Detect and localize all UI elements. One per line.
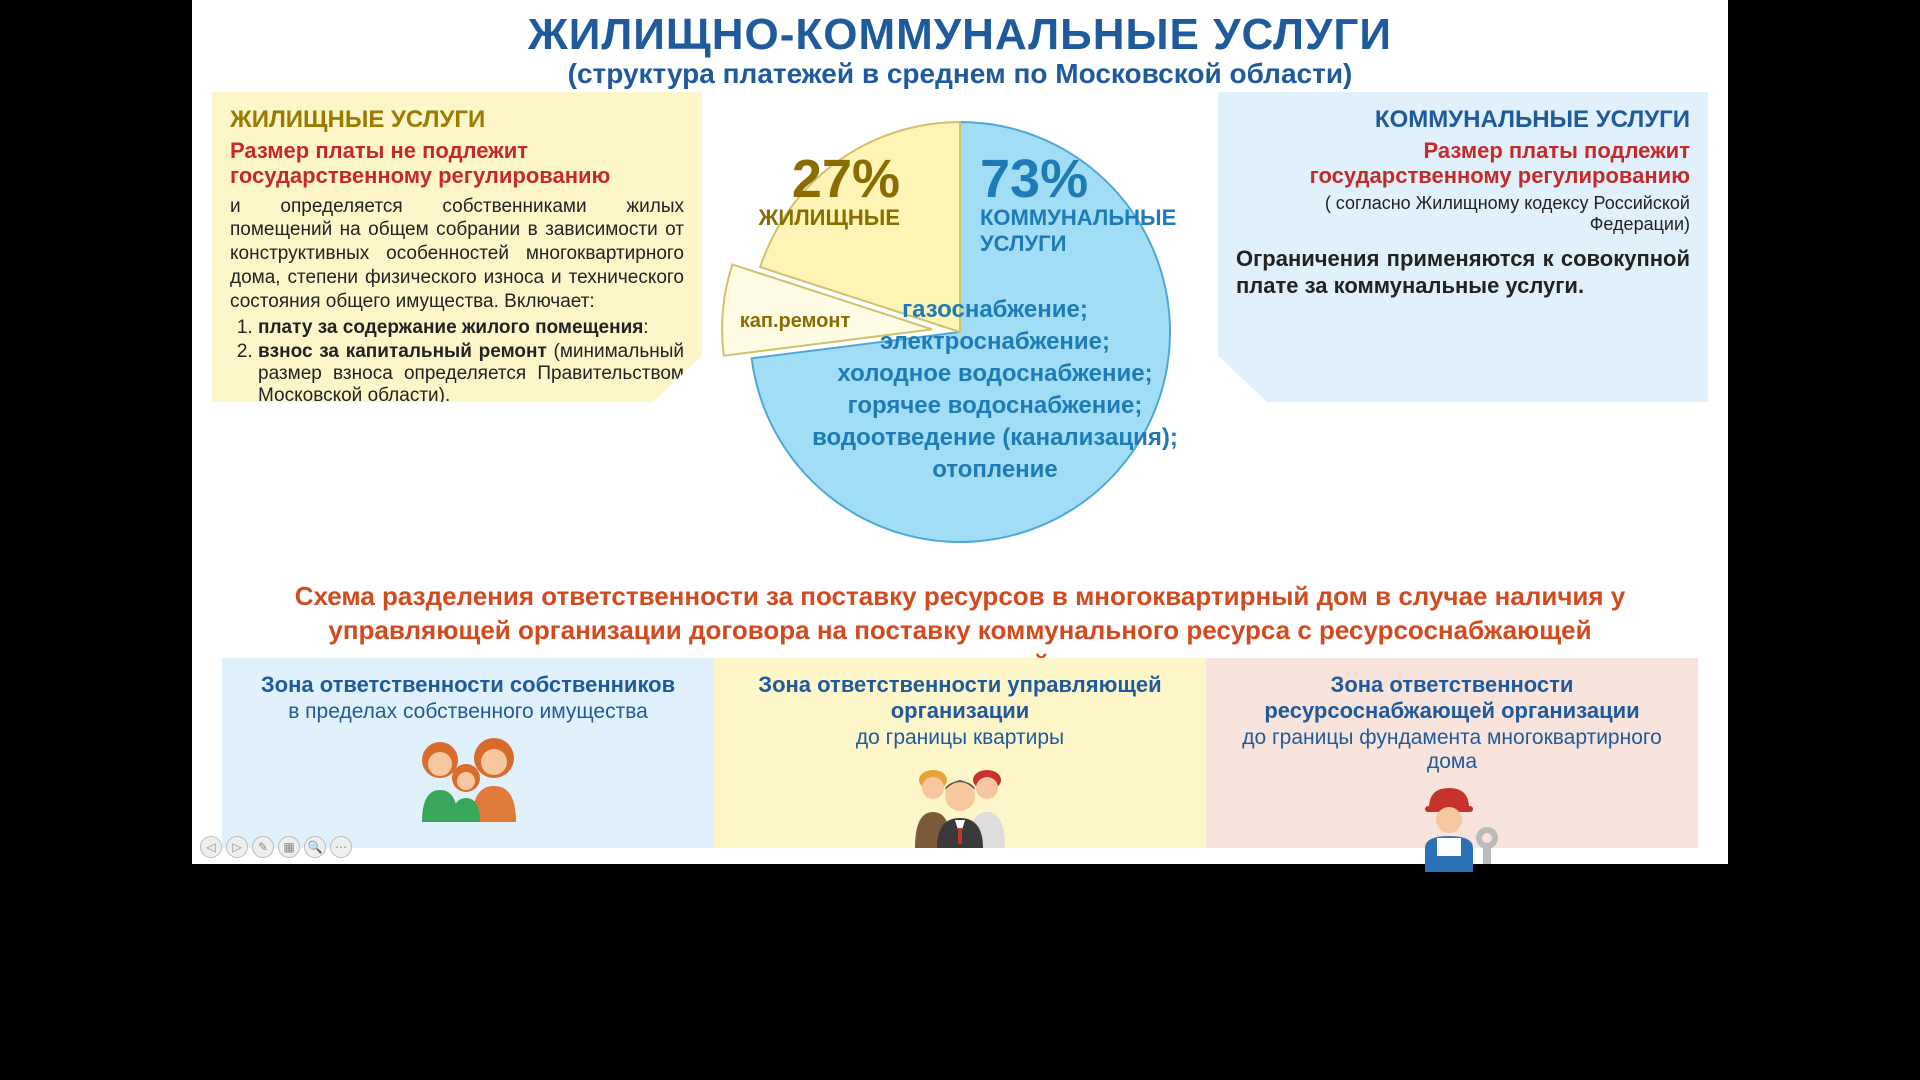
right-body: Ограничения применяются к совокупной пла…: [1236, 245, 1690, 300]
nav-prev-icon[interactable]: ◁: [200, 836, 222, 858]
left-panel: ЖИЛИЩНЫЕ УСЛУГИ Размер платы не подлежит…: [212, 92, 702, 402]
service-item: отопление: [932, 456, 1058, 483]
left-heading: ЖИЛИЩНЫЕ УСЛУГИ: [230, 106, 684, 134]
left-label: ЖИЛИЩНЫЕ: [758, 205, 900, 230]
service-item: электроснабжение;: [880, 328, 1110, 355]
slide: ЖИЛИЩНО-КОММУНАЛЬНЫЕ УСЛУГИ (структура п…: [192, 0, 1728, 864]
kap-label: кап.ремонт: [740, 310, 851, 332]
zone-supplier: Зона ответственности ресурсоснабжающей о…: [1206, 658, 1698, 848]
worker-icon: [1216, 780, 1688, 872]
service-item: холодное водоснабжение;: [837, 360, 1152, 387]
zone-sub: до границы квартиры: [724, 726, 1196, 750]
right-label-1: КОММУНАЛЬНЫЕ: [980, 205, 1176, 230]
left-list: плату за содержание жилого помещения: вз…: [230, 317, 684, 407]
pie-chart: 27% ЖИЛИЩНЫЕ 73% КОММУНАЛЬНЫЕ УСЛУГИ кап…: [735, 107, 1185, 557]
zone-sub: в пределах собственного имущества: [232, 700, 704, 724]
zone-management: Зона ответственности управляющей организ…: [714, 658, 1206, 848]
list-item: плату за содержание жилого помещения:: [258, 317, 684, 339]
item-bold: плату за содержание жилого помещения: [258, 317, 643, 338]
nav-pen-icon[interactable]: ✎: [252, 836, 274, 858]
left-body: и определяется собственниками жилых поме…: [230, 195, 684, 314]
nav-zoom-icon[interactable]: 🔍: [304, 836, 326, 858]
managers-icon: [724, 756, 1196, 848]
left-warn: Размер платы не подлежит государственном…: [230, 138, 684, 189]
zone-heading: Зона ответственности ресурсоснабжающей о…: [1216, 672, 1688, 724]
right-panel: КОММУНАЛЬНЫЕ УСЛУГИ Размер платы подлежи…: [1218, 92, 1708, 402]
right-percent: 73%: [980, 149, 1088, 209]
right-note: ( согласно Жилищному кодексу Российской …: [1236, 193, 1690, 235]
main-row: ЖИЛИЩНЫЕ УСЛУГИ Размер платы не подлежит…: [192, 92, 1728, 582]
nav-next-icon[interactable]: ▷: [226, 836, 248, 858]
nav-grid-icon[interactable]: ▦: [278, 836, 300, 858]
zone-sub: до границы фундамента многоквартирного д…: [1216, 726, 1688, 774]
service-item: горячее водоснабжение;: [848, 392, 1143, 419]
nav-controls: ◁ ▷ ✎ ▦ 🔍 ⋯: [200, 836, 352, 858]
service-item: водоотведение (канализация);: [812, 424, 1178, 451]
item-tail: :: [643, 317, 648, 338]
zones-row: Зона ответственности собственников в пре…: [222, 658, 1698, 848]
scheme-l1: Схема разделения ответственности за пост…: [295, 581, 1626, 611]
list-item: взнос за капитальный ремонт (минимальный…: [258, 341, 684, 407]
page-subtitle: (структура платежей в среднем по Московс…: [192, 58, 1728, 90]
zone-heading: Зона ответственности управляющей организ…: [724, 672, 1196, 724]
page-title: ЖИЛИЩНО-КОММУНАЛЬНЫЕ УСЛУГИ: [192, 10, 1728, 60]
right-label-2: УСЛУГИ: [980, 231, 1066, 256]
right-heading: КОММУНАЛЬНЫЕ УСЛУГИ: [1236, 106, 1690, 134]
service-item: газоснабжение;: [902, 296, 1088, 323]
right-warn: Размер платы подлежит государственному р…: [1236, 138, 1690, 189]
nav-more-icon[interactable]: ⋯: [330, 836, 352, 858]
left-percent: 27%: [792, 149, 900, 209]
zone-owners: Зона ответственности собственников в пре…: [222, 658, 714, 848]
family-icon: [232, 730, 704, 822]
zone-heading: Зона ответственности собственников: [232, 672, 704, 698]
title-block: ЖИЛИЩНО-КОММУНАЛЬНЫЕ УСЛУГИ (структура п…: [192, 0, 1728, 90]
item-bold: взнос за капитальный ремонт: [258, 341, 547, 362]
